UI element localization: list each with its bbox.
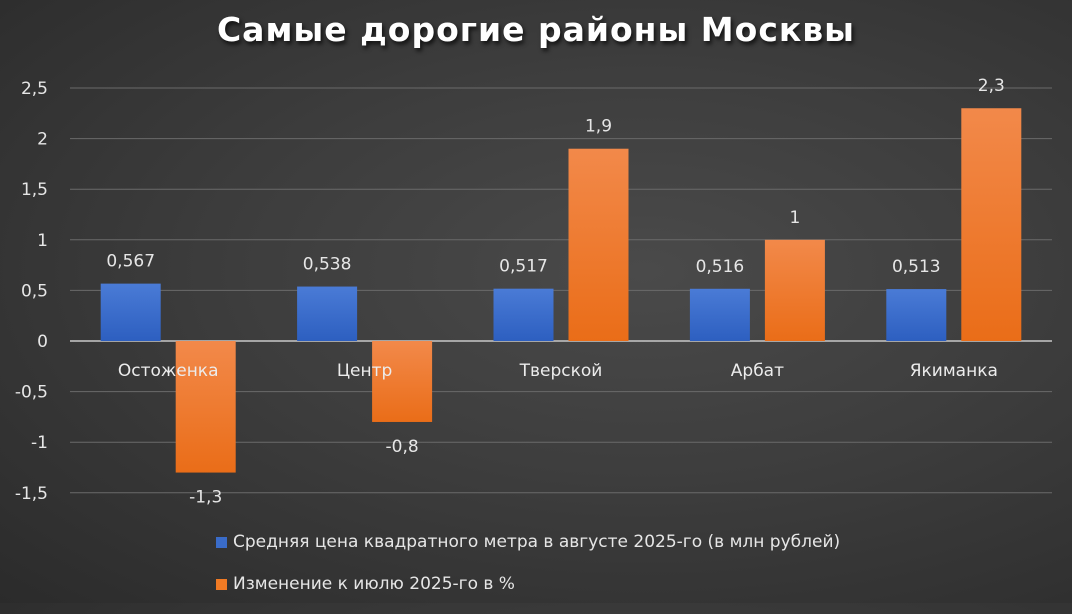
data-label: 1 — [789, 208, 800, 228]
data-label: 0,516 — [696, 257, 745, 277]
bar-change — [372, 341, 433, 422]
y-tick-label: -0,5 — [15, 383, 48, 403]
bar-price — [100, 283, 161, 341]
legend-label: Средняя цена квадратного метра в августе… — [233, 532, 841, 552]
y-tick-label: 1,5 — [21, 180, 48, 200]
data-label: 0,513 — [892, 257, 941, 277]
data-label: 2,3 — [978, 76, 1005, 96]
y-tick-label: -1,5 — [15, 484, 48, 504]
legend-item-change: Изменение к июлю 2025-го в % — [216, 572, 840, 596]
legend-swatch-blue — [216, 536, 227, 548]
category-label: Арбат — [731, 361, 784, 381]
bar-change — [961, 108, 1022, 342]
y-tick-label: -1 — [31, 433, 48, 453]
bar-price — [689, 288, 750, 341]
bar-change — [175, 341, 236, 473]
y-tick-label: 0,5 — [21, 281, 48, 301]
category-label: Остоженка — [118, 361, 219, 381]
bars: 0,567 -1,3 0,538 -0,8 0,517 1,9 0,516 1 0,513 2,3 — [100, 76, 1022, 508]
chart-title: Самые дорогие районы Москвы — [216, 10, 856, 49]
y-tick-label: 2 — [37, 130, 48, 150]
bar-change — [764, 239, 825, 341]
data-label: -0,8 — [386, 437, 419, 457]
category-label: Центр — [337, 361, 392, 381]
category-label: Тверской — [519, 361, 603, 381]
y-tick-label: 2,5 — [21, 79, 48, 99]
data-label: 0,538 — [303, 255, 352, 275]
category-label: Якиманка — [910, 361, 998, 381]
legend-swatch-orange — [216, 578, 227, 590]
legend-item-price: Средняя цена квадратного метра в августе… — [216, 530, 840, 554]
data-label: 0,567 — [106, 252, 155, 272]
legend-label: Изменение к июлю 2025-го в % — [233, 574, 515, 594]
data-label: -1,3 — [189, 488, 222, 508]
bar-price — [297, 286, 358, 341]
bar-price — [886, 289, 947, 341]
y-axis: 2,5 2 1,5 1 0,5 0 -0,5 -1 -1,5 — [15, 79, 48, 504]
data-label: 0,517 — [499, 257, 548, 277]
y-tick-label: 1 — [37, 231, 48, 251]
bar-price — [493, 288, 554, 341]
legend: Средняя цена квадратного метра в августе… — [216, 530, 840, 614]
x-axis: Остоженка Центр Тверской Арбат Якиманка — [118, 361, 998, 381]
bar-change — [568, 148, 629, 341]
y-tick-label: 0 — [37, 332, 48, 352]
data-label: 1,9 — [585, 117, 612, 137]
